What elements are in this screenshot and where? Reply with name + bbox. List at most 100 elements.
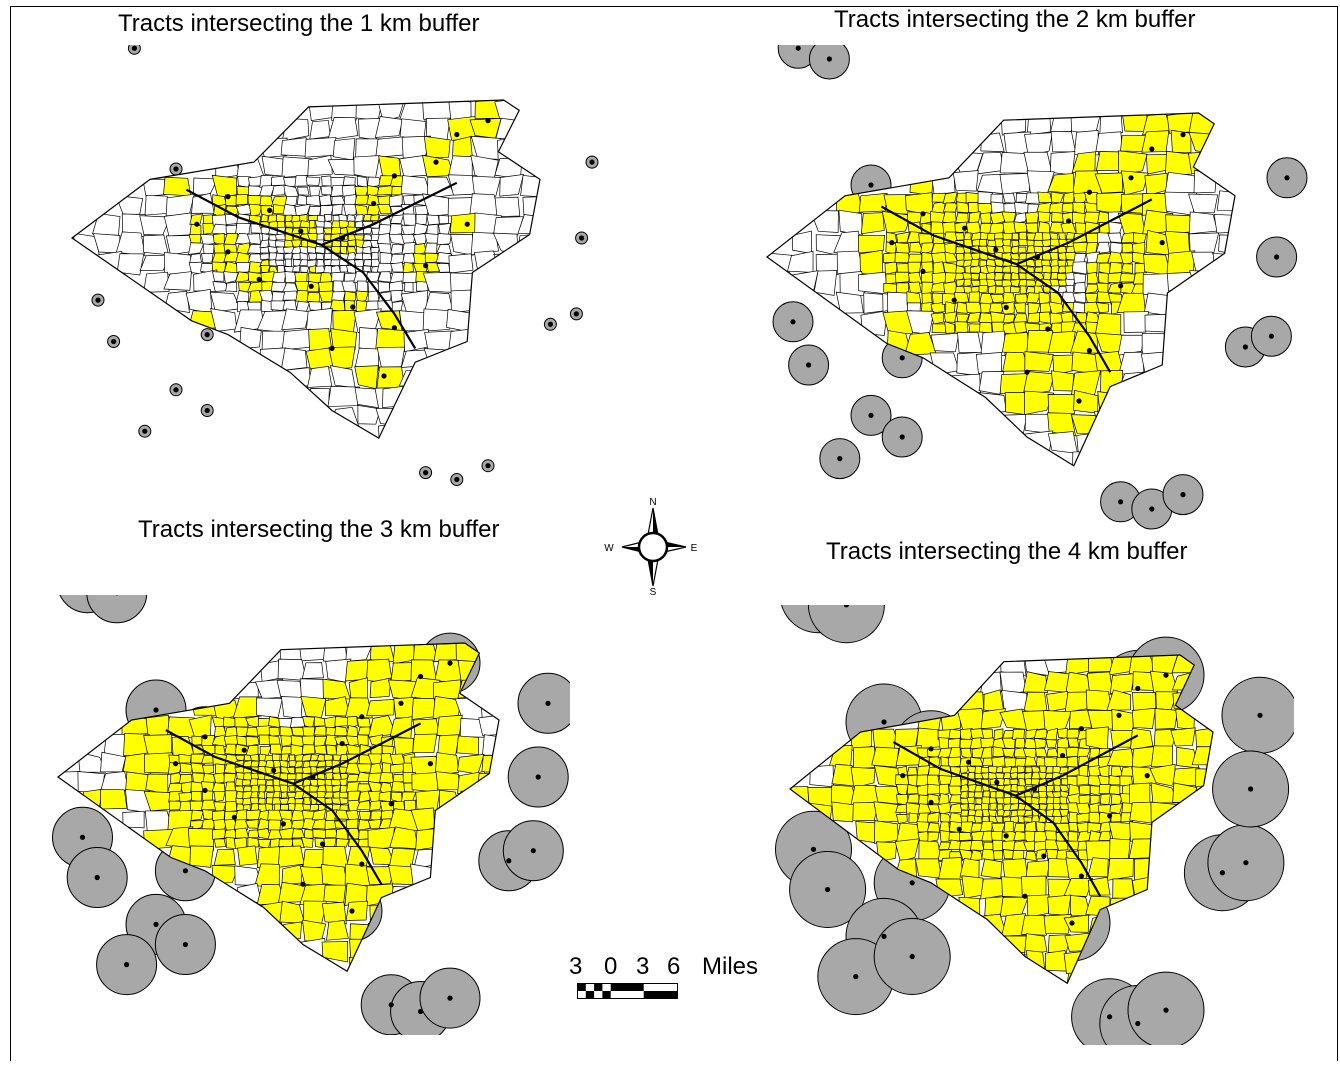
- facility-site-dot: [928, 799, 934, 805]
- tract: [284, 195, 298, 208]
- tract-selected: [1033, 737, 1047, 749]
- tract: [353, 155, 381, 180]
- tract-selected: [356, 717, 372, 729]
- tract-selected: [339, 791, 349, 799]
- tract-selected: [1060, 311, 1074, 324]
- tract: [838, 209, 863, 236]
- tract-selected: [476, 772, 499, 793]
- tract-selected: [1120, 170, 1149, 196]
- tract-selected: [1009, 771, 1019, 779]
- facility-site-dot: [951, 297, 957, 303]
- facility-site-dot: [153, 707, 159, 713]
- tract-selected: [366, 698, 395, 717]
- facility-site-dot: [142, 428, 148, 434]
- tract-selected: [963, 278, 972, 287]
- tract-selected: [305, 347, 334, 370]
- facility-site-dot: [1076, 398, 1082, 404]
- tract-selected: [301, 836, 314, 848]
- facility-site-dot: [359, 714, 365, 720]
- tract-selected: [857, 234, 885, 254]
- tract-selected: [1057, 251, 1067, 261]
- tract-selected: [354, 204, 369, 217]
- tract: [259, 246, 270, 254]
- tract: [471, 175, 502, 199]
- tract-selected: [954, 232, 965, 241]
- facility-site-dot: [241, 747, 247, 753]
- facility-site-dot: [153, 921, 159, 927]
- tract-selected: [1047, 394, 1078, 417]
- facility-site-dot: [94, 874, 100, 881]
- tract: [307, 154, 333, 177]
- tract: [314, 246, 325, 254]
- facility-site-dot: [381, 373, 387, 379]
- tract-selected: [242, 772, 253, 781]
- tract-selected: [277, 845, 305, 868]
- tract: [975, 352, 1003, 374]
- tract: [164, 290, 190, 313]
- tract-selected: [1043, 271, 1052, 281]
- facility-site-dot: [433, 159, 439, 165]
- tract: [389, 223, 403, 236]
- tract-selected: [850, 766, 876, 789]
- facility-site-dot: [225, 194, 231, 200]
- tract-selected: [411, 772, 439, 793]
- tract-selected: [354, 365, 379, 390]
- tract-selected: [331, 772, 342, 781]
- tract: [363, 259, 373, 267]
- tract: [343, 203, 357, 216]
- tract: [378, 423, 403, 439]
- tract-selected: [989, 802, 998, 812]
- tract: [299, 252, 309, 261]
- tract: [415, 213, 428, 225]
- tract: [271, 271, 287, 284]
- tract-selected: [1085, 726, 1109, 751]
- river: [292, 722, 422, 785]
- scale-tick-6: 6: [667, 953, 681, 980]
- tract-selected: [321, 863, 349, 888]
- tract-selected: [989, 223, 1006, 235]
- tract-selected: [1013, 830, 1027, 842]
- tract-selected: [343, 290, 356, 303]
- facility-site-dot: [173, 166, 179, 172]
- tract-selected: [981, 802, 990, 811]
- tract-selected: [179, 762, 194, 774]
- tract-selected: [264, 760, 275, 769]
- tract-selected: [1016, 765, 1026, 774]
- tract: [305, 176, 321, 186]
- tract: [399, 154, 427, 178]
- facility-site-dot: [1003, 304, 1009, 310]
- panel-3-title: Tracts intersecting the 3 km buffer: [138, 516, 500, 543]
- facility-site-dot: [1135, 685, 1141, 692]
- tract-selected: [1024, 933, 1048, 956]
- tract-selected: [931, 323, 947, 334]
- tract-selected: [99, 788, 128, 810]
- river: [1016, 198, 1153, 266]
- tract: [412, 232, 428, 245]
- tract: [390, 262, 404, 273]
- facility-site-dot: [173, 761, 179, 767]
- tract-selected: [858, 192, 888, 213]
- tract-selected: [313, 725, 327, 736]
- tract-selected: [1026, 292, 1042, 304]
- facility-site-dot: [1031, 786, 1037, 792]
- tract: [497, 136, 524, 161]
- tract-selected: [1057, 727, 1069, 739]
- county-outline: [56, 642, 500, 973]
- tract-selected: [981, 848, 996, 861]
- tract-selected: [378, 155, 401, 179]
- tract-selected: [1106, 858, 1134, 881]
- facility-site-dot: [1066, 218, 1072, 224]
- tract-selected: [1049, 232, 1059, 241]
- river: [321, 181, 458, 246]
- tract-selected: [970, 830, 985, 842]
- facility-site-dot: [267, 207, 273, 213]
- tract-selected: [1121, 242, 1135, 254]
- census-tracts: [73, 100, 540, 439]
- facility-site-dot: [1022, 893, 1028, 899]
- tract-selected: [267, 819, 282, 831]
- tract-selected: [894, 838, 920, 862]
- tract-selected: [435, 771, 461, 791]
- tract-selected: [1014, 757, 1027, 768]
- tract-selected: [894, 242, 910, 255]
- tract-selected: [192, 745, 205, 755]
